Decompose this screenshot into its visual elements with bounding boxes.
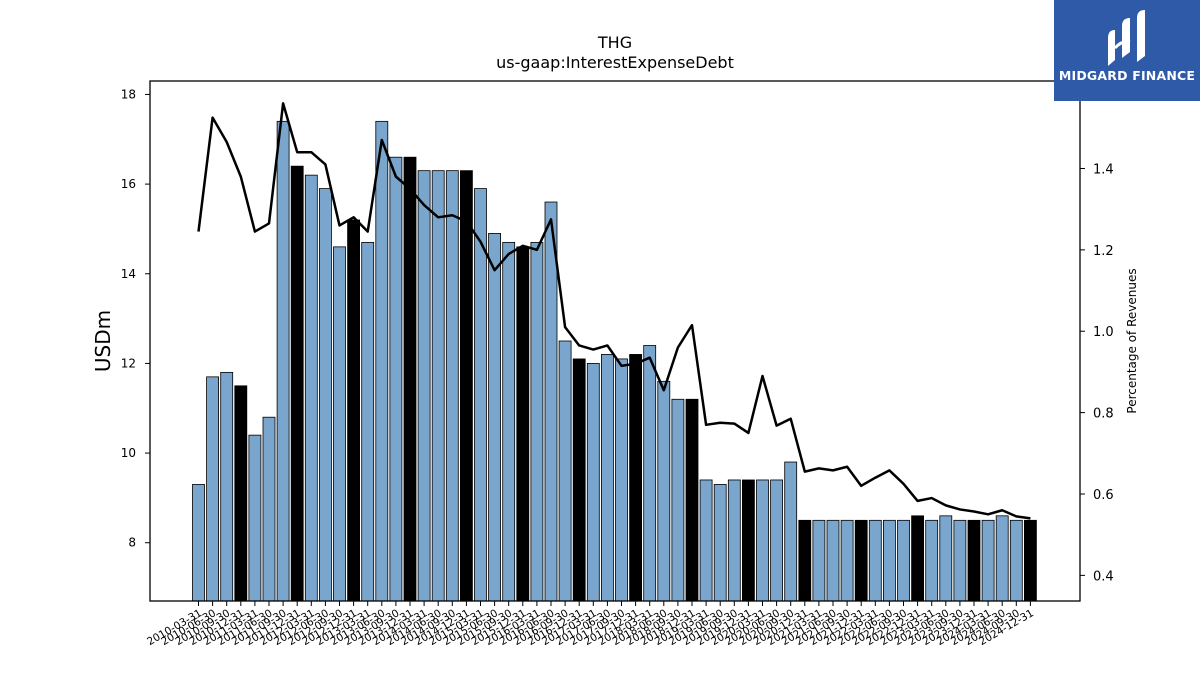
y2-axis-label: Percentage of Revenues [1125,268,1139,413]
bar-2019-06-30 [713,484,727,602]
bar-2022-12-31 [911,515,924,602]
bar-2021-09-30 [840,519,854,602]
bar-2018-09-30 [671,398,685,602]
y2-tick-label: 0.6 [1093,488,1114,503]
bar-2011-06-30 [262,416,276,602]
bar-2011-12-31 [290,165,304,602]
bar-series [192,120,1037,602]
bar-2014-03-31 [417,170,431,602]
bar-2022-09-30 [897,519,910,602]
bar-2011-03-31 [248,434,262,602]
bar-2016-06-30 [544,201,558,602]
bar-2023-03-31 [925,519,939,602]
bar-2017-03-31 [586,363,600,602]
bar-2010-03-31 [192,484,205,602]
bar-2015-06-30 [488,233,502,602]
logo-text: MIDGARD FINANCE [1058,68,1196,83]
bar-2012-12-31 [347,219,361,602]
bar-2010-09-30 [220,371,234,602]
bar-2012-09-30 [333,246,346,602]
bar-2020-09-30 [784,461,798,602]
bar-2016-03-31 [530,241,544,602]
y-axis-label: USDm [91,310,115,372]
y2-tick-label: 1.4 [1093,162,1114,177]
bar-2017-06-30 [601,354,614,602]
bar-2020-06-30 [770,479,783,602]
y-tick-label: 8 [128,536,136,550]
bar-2021-12-31 [854,519,868,602]
left-axis-ticks: 8 10 12 14 16 18 [121,87,150,550]
bar-2016-12-31 [572,358,586,602]
bar-2022-03-31 [868,519,882,602]
bar-2010-06-30 [206,376,220,602]
bar-2013-09-30 [389,156,403,602]
y2-tick-label: 0.8 [1093,407,1114,422]
y-tick-label: 12 [121,356,136,370]
logo: MIDGARD FINANCE [1054,0,1200,101]
x-axis-ticks: 2010-03-312010-06-302010-09-302010-12-31… [145,601,1036,648]
bar-2013-12-31 [403,156,417,602]
bar-2014-06-30 [431,170,445,602]
bar-2018-03-31 [643,345,657,602]
y2-tick-label: 0.4 [1093,569,1114,584]
bar-2013-03-31 [361,241,375,602]
bar-2021-03-31 [812,519,826,602]
chart-subtitle: us-gaap:InterestExpenseDebt [496,53,734,72]
bar-2020-03-31 [756,479,769,602]
y2-tick-label: 1.0 [1093,325,1114,340]
y-tick-label: 18 [121,87,136,101]
bar-2017-09-30 [615,358,628,602]
chart-title: THG [597,33,632,52]
y-tick-label: 16 [121,177,136,191]
midgard-logo-icon [1108,10,1145,66]
bar-2024-06-30 [995,515,1009,602]
bar-2013-06-30 [375,120,389,602]
line-series [197,102,1031,520]
bar-2018-12-31 [685,398,699,602]
bar-2024-12-31 [1024,519,1037,602]
bar-2023-09-30 [953,519,967,602]
bar-2019-03-31 [699,479,713,602]
bar-2022-06-30 [883,519,896,602]
bar-2012-03-31 [304,174,318,602]
bar-2019-09-30 [727,479,741,602]
bar-2016-09-30 [558,340,572,602]
bar-2023-12-31 [967,519,981,602]
bar-2014-12-31 [459,170,473,602]
y-tick-label: 10 [121,446,136,460]
plot-frame [149,80,1081,602]
bar-2019-12-31 [742,479,755,602]
bar-2015-09-30 [502,241,516,602]
bar-2024-09-30 [1009,519,1023,602]
bar-2011-09-30 [276,120,290,602]
bar-2015-12-31 [516,246,530,602]
y2-tick-label: 1.2 [1093,244,1114,259]
bar-2012-06-30 [318,188,332,602]
bar-2021-06-30 [826,519,840,602]
bar-2014-09-30 [445,170,459,602]
bar-2023-06-30 [939,515,953,602]
right-axis-ticks: 0.4 0.6 0.8 1.0 1.2 1.4 [1080,162,1114,584]
bar-2018-06-30 [657,380,671,602]
bar-2017-12-31 [629,354,642,602]
bar-2010-12-31 [234,385,248,602]
revenue-pct-line [197,102,1031,520]
y-tick-label: 14 [121,267,136,281]
bar-2020-12-31 [798,519,812,602]
bar-2024-03-31 [981,519,995,602]
